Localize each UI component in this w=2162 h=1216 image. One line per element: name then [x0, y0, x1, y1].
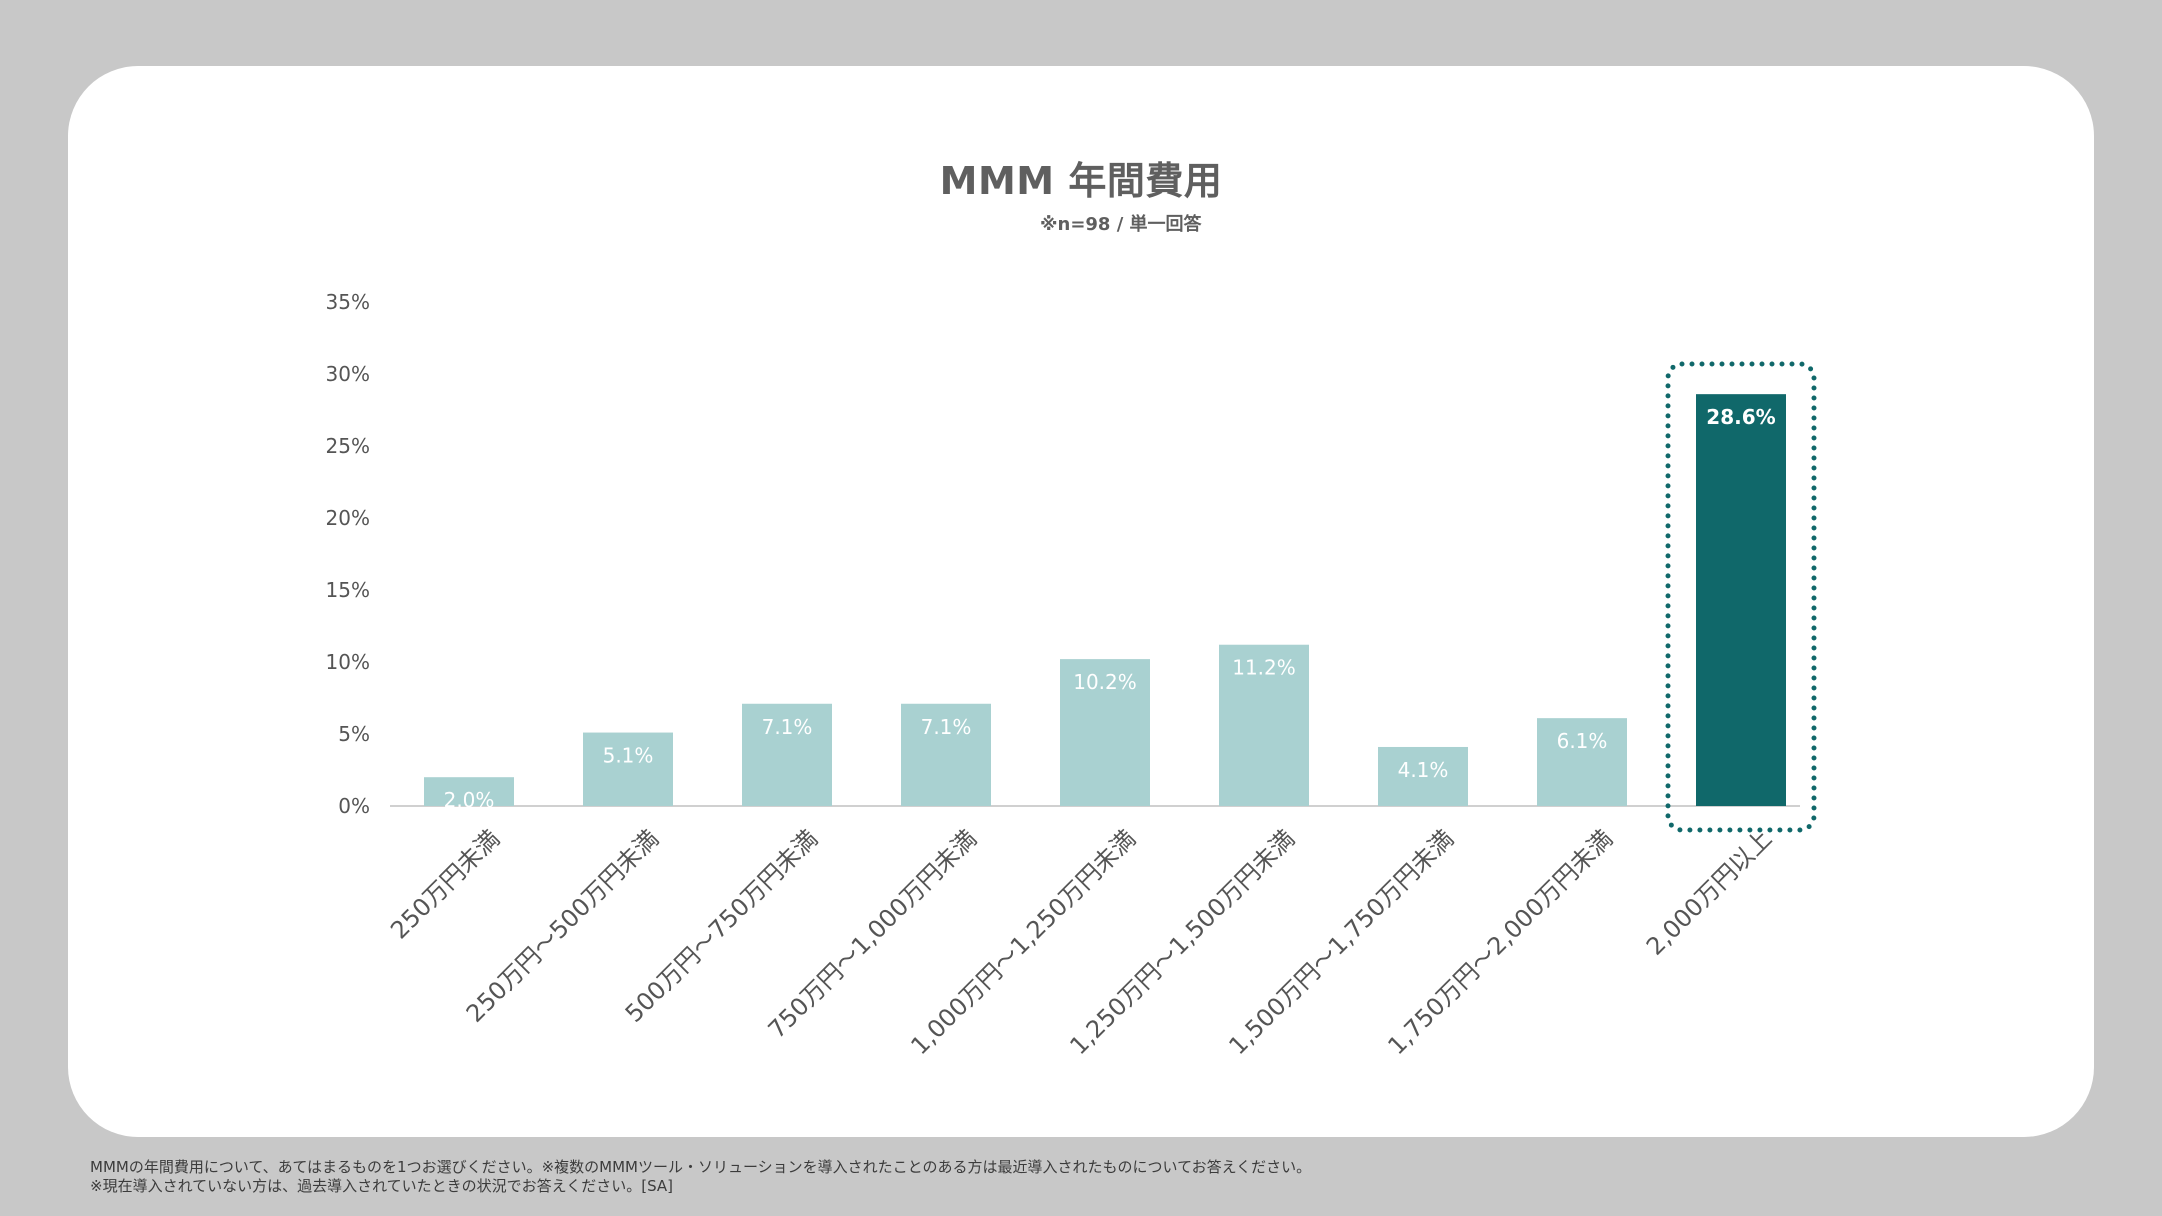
- y-tick-label: 15%: [326, 578, 370, 602]
- bar: [1219, 644, 1309, 806]
- footnote-line-2: ※現在導入されていない方は、過去導入されていたときの状況でお答えください。[SA…: [90, 1177, 673, 1195]
- data-label: 5.1%: [603, 744, 654, 768]
- y-tick-label: 20%: [326, 506, 370, 530]
- y-tick-label: 35%: [326, 290, 370, 314]
- data-label: 10.2%: [1073, 670, 1137, 694]
- bar: [1060, 659, 1150, 806]
- bar: [424, 777, 514, 806]
- bars: [424, 394, 1786, 806]
- y-tick-label: 10%: [326, 650, 370, 674]
- x-axis: 250万円未満250万円～500万円未満500万円～750万円未満750万円～1…: [385, 824, 1777, 1060]
- bar: [1537, 718, 1627, 806]
- highlight-box-group: [1665, 361, 1817, 833]
- bar: [742, 703, 832, 806]
- bar: [1696, 394, 1786, 806]
- x-tick-label: 2,000万円以上: [1641, 824, 1777, 960]
- bar: [1378, 746, 1468, 806]
- data-labels: 2.0% 5.1% 7.1% 7.1% 10.2% 11.2% 4.1% 6.1% 28.6%: [444, 405, 1776, 812]
- data-label: 2.0%: [444, 788, 495, 812]
- chart-title: MMM 年間費用: [939, 159, 1223, 203]
- data-label: 7.1%: [762, 715, 813, 739]
- data-label: 6.1%: [1557, 729, 1608, 753]
- y-tick-label: 25%: [326, 434, 370, 458]
- y-tick-label: 0%: [338, 794, 370, 818]
- y-tick-label: 5%: [338, 722, 370, 746]
- chart-subtitle: ※n=98 / 単一回答: [1040, 214, 1202, 235]
- y-axis: 0% 5% 10% 15% 20% 25% 30% 35%: [326, 290, 370, 818]
- y-tick-label: 30%: [326, 362, 370, 386]
- data-label: 28.6%: [1706, 405, 1775, 429]
- bar: [583, 732, 673, 806]
- data-label: 11.2%: [1232, 656, 1296, 680]
- bar: [901, 703, 991, 806]
- data-label: 7.1%: [921, 715, 972, 739]
- x-tick-label: 250万円未満: [385, 824, 505, 944]
- highlight-box: [1665, 361, 1817, 833]
- footnote: MMMの年間費用について、あてはまるものを1つお選びください。※複数のMMMツー…: [90, 1158, 2090, 1196]
- footnote-line-1: MMMの年間費用について、あてはまるものを1つお選びください。※複数のMMMツー…: [90, 1158, 1312, 1176]
- data-label: 4.1%: [1398, 758, 1449, 782]
